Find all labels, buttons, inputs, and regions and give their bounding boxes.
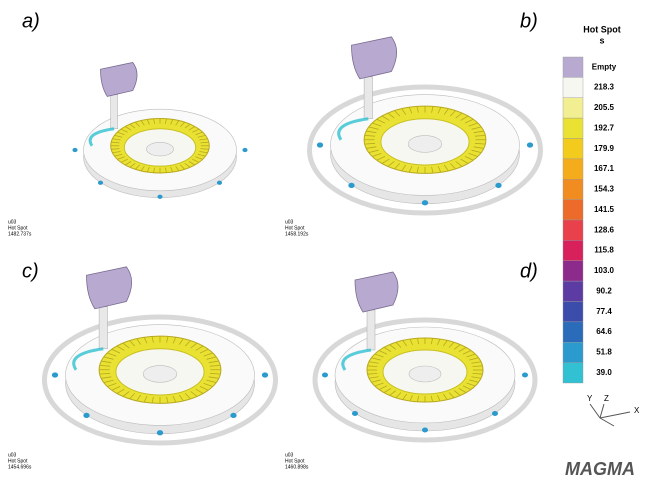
- legend-swatch: [563, 179, 583, 199]
- legend-swatch: [563, 261, 583, 281]
- hot-spot: [157, 430, 163, 435]
- axis-line: [600, 412, 630, 418]
- legend: Empty 218.3 205.5 192.7 179.9 167.1 154.3 141.5…: [563, 57, 617, 383]
- panel-label: b): [520, 10, 538, 32]
- legend-swatch: [563, 240, 583, 260]
- hot-spot: [83, 413, 89, 418]
- hub: [146, 142, 173, 156]
- pouring-cup: [355, 272, 398, 312]
- hub: [143, 366, 177, 383]
- simulation-view: [315, 272, 535, 440]
- hot-spot: [98, 181, 103, 185]
- legend-label: 115.8: [594, 246, 614, 255]
- panel-label: a): [22, 10, 40, 32]
- sprue: [99, 307, 107, 349]
- hot-spot: [422, 200, 428, 205]
- hot-spot: [527, 142, 533, 147]
- panel-caption: 1454.696s: [8, 464, 32, 470]
- hot-spot: [322, 373, 328, 378]
- legend-swatch: [563, 363, 583, 383]
- legend-label: 205.5: [594, 103, 615, 112]
- legend-label: 51.8: [596, 348, 612, 357]
- legend-label: 154.3: [594, 185, 615, 194]
- axis-line: [590, 404, 600, 418]
- simulation-view: [72, 62, 247, 198]
- sprue: [367, 310, 375, 350]
- legend-label: 128.6: [594, 225, 615, 234]
- simulation-view: [45, 267, 276, 443]
- axis-line: [600, 418, 614, 426]
- hot-spot: [352, 411, 358, 416]
- axis-triad: [590, 404, 630, 426]
- legend-swatch: [563, 139, 583, 159]
- legend-swatch: [563, 200, 583, 220]
- axis-label: Y: [587, 394, 593, 403]
- sprue: [111, 95, 118, 129]
- legend-label: 218.3: [594, 83, 615, 92]
- legend-swatch: [563, 322, 583, 342]
- legend-title: Hot Spot: [583, 24, 621, 34]
- legend-swatch: [563, 281, 583, 301]
- hot-spot: [157, 195, 162, 199]
- pouring-cup: [101, 62, 138, 96]
- legend-swatch: [563, 77, 583, 97]
- hot-spot: [522, 373, 528, 378]
- legend-label: 64.6: [596, 327, 612, 336]
- legend-unit: s: [599, 35, 604, 45]
- legend-label: 141.5: [594, 205, 615, 214]
- panel-caption: 1458.192s: [285, 231, 309, 237]
- simulation-view: [310, 37, 541, 213]
- legend-label: 77.4: [596, 307, 612, 316]
- hot-spot: [422, 428, 428, 433]
- axis-line: [600, 404, 604, 418]
- legend-label: 179.9: [594, 144, 615, 153]
- logo: MAGMA: [565, 459, 635, 479]
- legend-label: 90.2: [596, 286, 612, 295]
- legend-swatch: [563, 98, 583, 118]
- legend-swatch: [563, 302, 583, 322]
- hot-spot: [317, 142, 323, 147]
- hot-spot: [242, 148, 247, 152]
- hot-spot: [230, 413, 236, 418]
- panel-caption: 1482.737s: [8, 231, 32, 237]
- hot-spot: [217, 181, 222, 185]
- legend-label: 192.7: [594, 123, 615, 132]
- legend-label: 39.0: [596, 368, 612, 377]
- hot-spot: [52, 372, 58, 377]
- hot-spot: [72, 148, 77, 152]
- legend-label: Empty: [592, 62, 617, 71]
- hub: [408, 136, 442, 153]
- panel-label: d): [520, 260, 538, 282]
- legend-swatch: [563, 342, 583, 362]
- panel-label: c): [22, 260, 39, 282]
- hot-spot: [492, 411, 498, 416]
- legend-label: 103.0: [594, 266, 615, 275]
- panel-caption: 1460.898s: [285, 464, 309, 470]
- legend-swatch: [563, 57, 583, 77]
- legend-swatch: [563, 159, 583, 179]
- sprue: [364, 77, 372, 119]
- figure: a) b) c) d) Hot Spot s u03Hot Spot1482.7…: [0, 0, 646, 489]
- legend-label: 167.1: [594, 164, 615, 173]
- hot-spot: [495, 183, 501, 188]
- hub: [409, 366, 441, 382]
- pouring-cup: [352, 37, 397, 79]
- hot-spot: [348, 183, 354, 188]
- axis-label: X: [634, 406, 640, 415]
- hot-spot: [262, 372, 268, 377]
- pouring-cup: [87, 267, 132, 309]
- legend-swatch: [563, 118, 583, 138]
- legend-swatch: [563, 220, 583, 240]
- axis-label: Z: [604, 394, 609, 403]
